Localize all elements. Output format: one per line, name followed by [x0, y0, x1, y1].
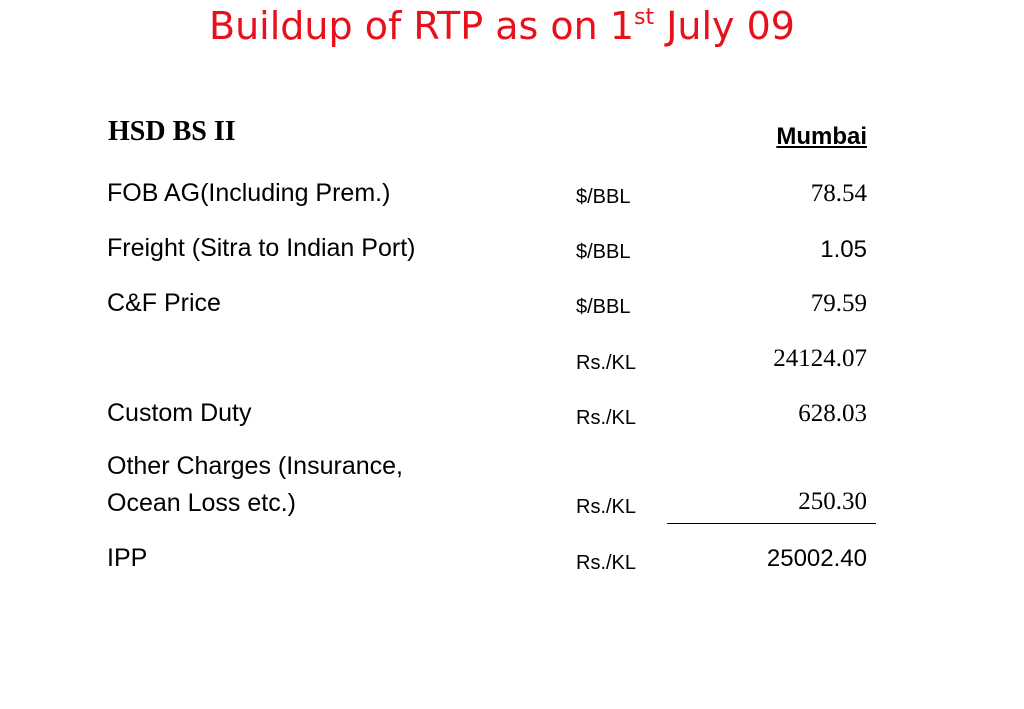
row-unit-cf-price: $/BBL [576, 296, 631, 318]
row-unit-custom-duty: Rs./KL [576, 407, 637, 429]
row-value-cf-rs: 24124.07 [773, 345, 867, 372]
row-label-ipp: IPP [107, 544, 148, 572]
slide-title: Buildup of RTP as on 1st July 09 [0, 4, 1004, 48]
sum-rule [667, 523, 876, 524]
row-value-other-charges: 250.30 [798, 488, 867, 515]
row-label-cf-price: C&F Price [107, 289, 221, 317]
row-value-freight: 1.05 [820, 236, 867, 263]
row-unit-cf-rs: Rs./KL [576, 352, 637, 374]
row-value-cf-price: 79.59 [810, 290, 867, 317]
row-label-other-charges-line1: Other Charges (Insurance, [107, 452, 403, 480]
section-heading: HSD BS II [108, 116, 236, 147]
row-label-custom-duty: Custom Duty [107, 399, 252, 427]
row-unit-freight: $/BBL [576, 241, 631, 263]
row-unit-fob: $/BBL [576, 186, 631, 208]
row-value-ipp: 25002.40 [766, 545, 867, 572]
row-label-other-charges-line2: Ocean Loss etc.) [107, 489, 296, 517]
row-label-freight: Freight (Sitra to Indian Port) [107, 234, 416, 262]
row-label-fob: FOB AG(Including Prem.) [107, 179, 391, 207]
row-unit-other-charges: Rs./KL [576, 496, 637, 518]
column-header-mumbai: Mumbai [776, 123, 867, 150]
row-value-custom-duty: 628.03 [798, 400, 867, 427]
title-text: Buildup of RTP as on 1 [209, 4, 635, 48]
row-value-fob: 78.54 [810, 180, 867, 207]
title-text-end: July 09 [654, 4, 795, 48]
title-superscript: st [634, 5, 655, 30]
row-unit-ipp: Rs./KL [576, 552, 637, 574]
